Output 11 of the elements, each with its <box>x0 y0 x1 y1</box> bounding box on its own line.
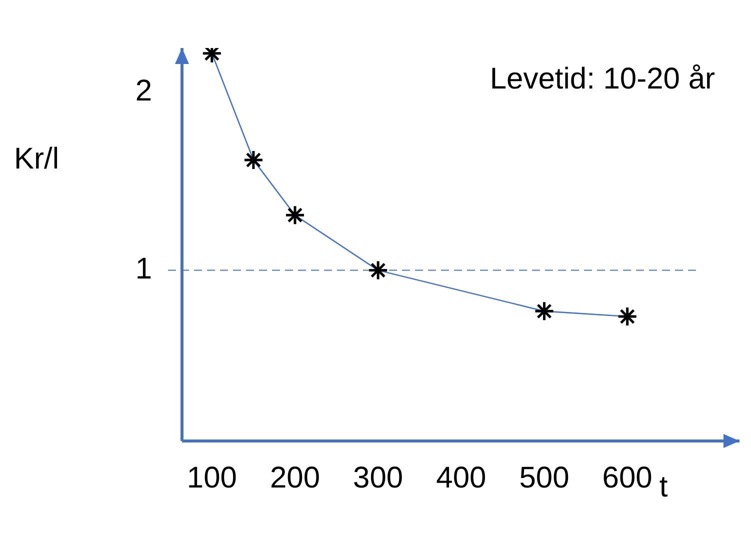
y-tick-label: 2 <box>135 74 152 108</box>
y-tick-label: 1 <box>135 252 152 286</box>
annotation: Levetid: 10-20 år <box>490 62 715 96</box>
x-tick-label: 400 <box>436 461 486 494</box>
x-tick-label: 500 <box>519 461 570 494</box>
x-tick-label: 600 <box>602 461 652 494</box>
y-axis-title: Kr/l <box>14 142 59 176</box>
x-tick-label: 100 <box>186 461 237 494</box>
x-tick-label: 200 <box>270 461 320 494</box>
x-axis-title: t <box>659 470 668 504</box>
x-tick-label: 300 <box>353 461 404 494</box>
